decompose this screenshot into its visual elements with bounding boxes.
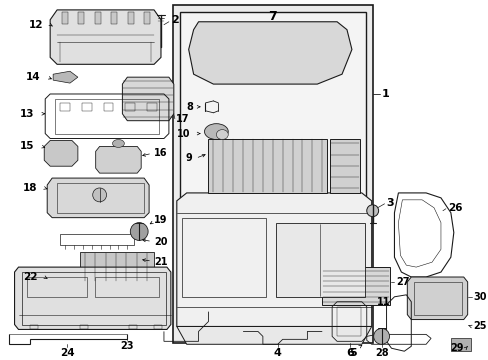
Ellipse shape [366,205,378,217]
Text: 13: 13 [20,109,34,119]
Text: 5: 5 [348,348,356,358]
Bar [80,252,154,282]
Bar [103,103,113,111]
Bar [62,12,68,24]
Polygon shape [44,140,78,166]
Ellipse shape [112,139,124,147]
Bar [172,5,372,343]
Text: 19: 19 [154,215,167,225]
Polygon shape [177,193,371,327]
Text: 11: 11 [376,297,389,307]
Text: 1: 1 [381,89,388,99]
Text: 21: 21 [154,257,167,267]
Text: 9: 9 [185,153,192,163]
Polygon shape [96,147,141,173]
Text: 23: 23 [121,341,134,351]
Text: 15: 15 [20,141,34,152]
Text: 20: 20 [154,237,167,247]
Text: 29: 29 [449,343,463,353]
Bar [125,103,135,111]
Bar [144,12,150,24]
Bar [95,12,101,24]
Text: 18: 18 [23,183,37,193]
Text: 27: 27 [396,277,409,287]
Text: 30: 30 [473,292,486,302]
Text: 10: 10 [177,129,190,139]
Bar [80,324,87,329]
Bar [81,103,92,111]
Bar [30,324,38,329]
Text: 28: 28 [374,348,387,358]
Bar [147,103,157,111]
Bar [22,272,165,324]
Polygon shape [188,22,351,84]
Bar [78,12,84,24]
Bar [208,139,326,193]
Bar [322,267,389,305]
Polygon shape [47,178,149,218]
Text: 22: 22 [23,272,37,282]
Text: 14: 14 [25,72,40,82]
Text: 4: 4 [273,348,281,358]
Text: 7: 7 [268,10,277,23]
Ellipse shape [93,188,106,202]
Text: 8: 8 [186,102,193,112]
Text: 25: 25 [473,321,486,332]
Ellipse shape [130,222,148,240]
Bar [329,139,359,193]
Bar [111,12,117,24]
Text: 17: 17 [176,114,189,124]
Ellipse shape [204,124,228,139]
Polygon shape [407,277,467,320]
Bar [55,99,159,134]
Polygon shape [53,71,78,83]
Ellipse shape [373,328,389,344]
Bar [336,307,360,336]
Bar [182,218,265,297]
Text: 12: 12 [29,20,43,30]
Bar [60,103,70,111]
Bar [129,324,137,329]
Polygon shape [450,338,469,351]
Polygon shape [15,267,170,329]
Bar [275,222,364,297]
Bar [27,277,86,297]
Bar [57,183,144,213]
Polygon shape [122,77,173,121]
Bar [127,12,133,24]
Bar [154,324,162,329]
Bar [413,282,461,315]
Bar [180,12,365,200]
Polygon shape [177,327,371,344]
Text: 16: 16 [154,148,167,158]
Ellipse shape [216,130,228,139]
Text: 24: 24 [60,348,74,358]
Text: 26: 26 [447,203,462,213]
Bar [95,277,159,297]
Text: 6: 6 [346,348,353,358]
Polygon shape [50,10,161,64]
Text: 3: 3 [386,198,393,208]
Text: 2: 2 [170,15,178,25]
